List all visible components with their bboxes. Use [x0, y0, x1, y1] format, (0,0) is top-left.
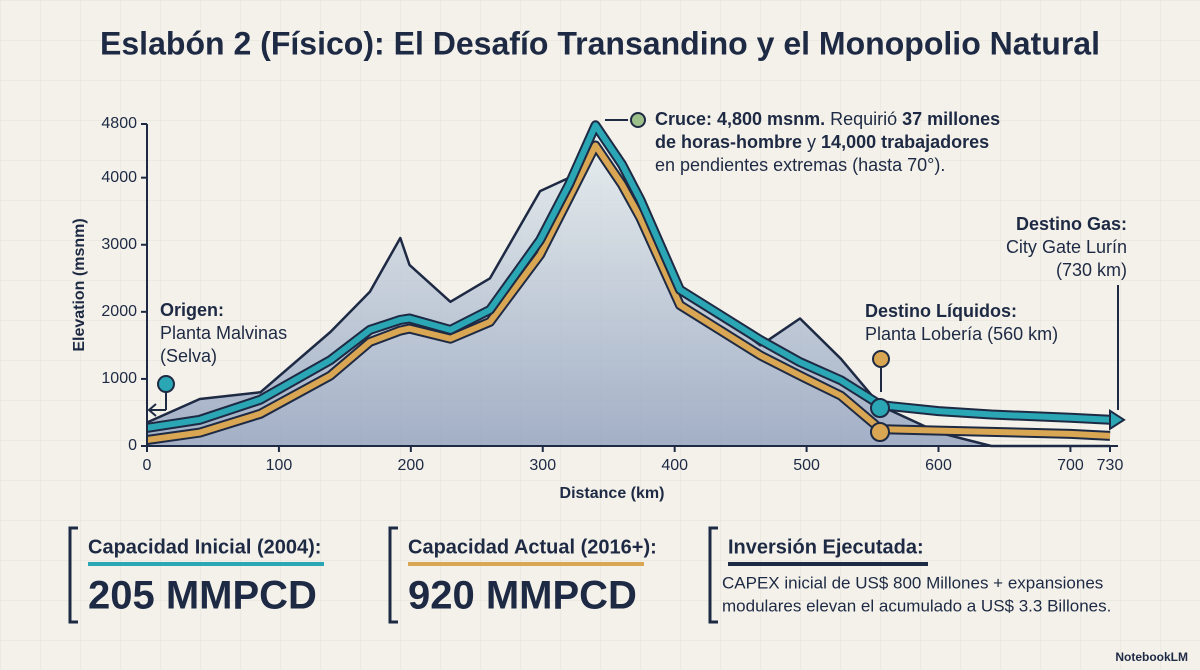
y-tick-label: 1000	[101, 370, 137, 387]
stat-underline	[728, 562, 928, 566]
chart: 0 1000 2000 3000 4000 4800 0 100 200 300 400 500 600…	[71, 109, 1127, 502]
stat-label: Capacidad Actual (2016+):	[408, 536, 657, 558]
annotation-run: Destino Gas:	[1016, 214, 1127, 234]
annotation: (Selva)	[160, 346, 217, 366]
stat-underline	[408, 562, 644, 566]
annotation-run: Planta Malvinas	[160, 323, 287, 343]
annotation-run: Requirió	[825, 109, 902, 129]
x-tick-label: 0	[143, 457, 152, 474]
annotation: Origen:	[160, 300, 224, 320]
annotation-run: (Selva)	[160, 346, 217, 366]
annotation: City Gate Lurín	[1006, 237, 1127, 257]
annotation-run: y	[802, 132, 821, 152]
x-tick-label: 100	[266, 457, 293, 474]
x-tick-label: 300	[529, 457, 556, 474]
stat-text: CAPEX inicial de US$ 800 Millones + expa…	[722, 573, 1103, 592]
stat-value: 205 MMPCD	[88, 574, 317, 618]
y-axis-label: Elevation (msnm)	[71, 218, 88, 351]
annotation: Destino Líquidos:	[865, 301, 1017, 321]
x-tick-label: 500	[793, 457, 820, 474]
annotation: Planta Lobería (560 km)	[865, 324, 1058, 344]
annotation: Cruce: 4,800 msnm. Requirió 37 millones	[655, 109, 1000, 129]
bracket	[388, 526, 398, 624]
x-tick-label: 400	[661, 457, 688, 474]
annotation: Planta Malvinas	[160, 323, 287, 343]
annotation: en pendientes extremas (hasta 70°).	[655, 155, 945, 175]
annotation-run: City Gate Lurín	[1006, 237, 1127, 257]
annotation-run: Planta Lobería (560 km)	[865, 324, 1058, 344]
liquids-marker	[872, 350, 890, 368]
stat-underline	[88, 562, 324, 566]
x-tick-label: 730	[1097, 457, 1124, 474]
watermark: NotebookLM	[1115, 650, 1188, 664]
annotation-run: Origen:	[160, 300, 224, 320]
liquids-station	[870, 422, 890, 442]
y-tick-label: 3000	[101, 236, 137, 253]
page-title: Eslabón 2 (Físico): El Desafío Transandi…	[100, 25, 1100, 61]
annotation: Destino Gas:	[1016, 214, 1127, 234]
origin-arrow	[147, 403, 166, 417]
annotation-run: en pendientes extremas (hasta 70°).	[655, 155, 945, 175]
x-tick-label: 600	[925, 457, 952, 474]
x-axis-label: Distance (km)	[560, 485, 665, 502]
pipeline-arrowhead	[1109, 409, 1126, 431]
annotation-run: 37 millones	[902, 109, 1000, 129]
annotation-run: Cruce: 4,800 msnm.	[655, 109, 825, 129]
stat-label: Inversión Ejecutada:	[728, 536, 924, 558]
stat-text: modulares elevan el acumulado a US$ 3.3 …	[722, 596, 1111, 615]
y-tick-label: 0	[128, 437, 137, 454]
annotation-run: Destino Líquidos:	[865, 301, 1017, 321]
annotation: (730 km)	[1056, 260, 1127, 280]
pipeline-line	[146, 142, 1111, 443]
annotation: de horas-hombre y 14,000 trabajadores	[655, 132, 989, 152]
annotation-run: de horas-hombre	[655, 132, 802, 152]
y-tick-label: 4000	[101, 169, 137, 186]
bracket	[68, 526, 78, 624]
stat-label: Capacidad Inicial (2004):	[88, 536, 321, 558]
y-tick-label: 2000	[101, 303, 137, 320]
pipeline-line	[146, 122, 1111, 431]
origin-marker	[157, 375, 175, 393]
stats: Capacidad Inicial (2004): 205 MMPCD Capaci…	[88, 536, 1111, 618]
annotation-run: (730 km)	[1056, 260, 1127, 280]
gas-station	[870, 398, 890, 418]
peak-marker	[630, 112, 646, 128]
bracket	[708, 526, 718, 624]
annotation-run: 14,000 trabajadores	[821, 132, 989, 152]
x-tick-label: 200	[397, 457, 424, 474]
y-tick-label: 4800	[101, 115, 137, 132]
x-tick-label: 700	[1057, 457, 1084, 474]
terrain-area	[147, 130, 1110, 446]
stat-value: 920 MMPCD	[408, 574, 637, 618]
